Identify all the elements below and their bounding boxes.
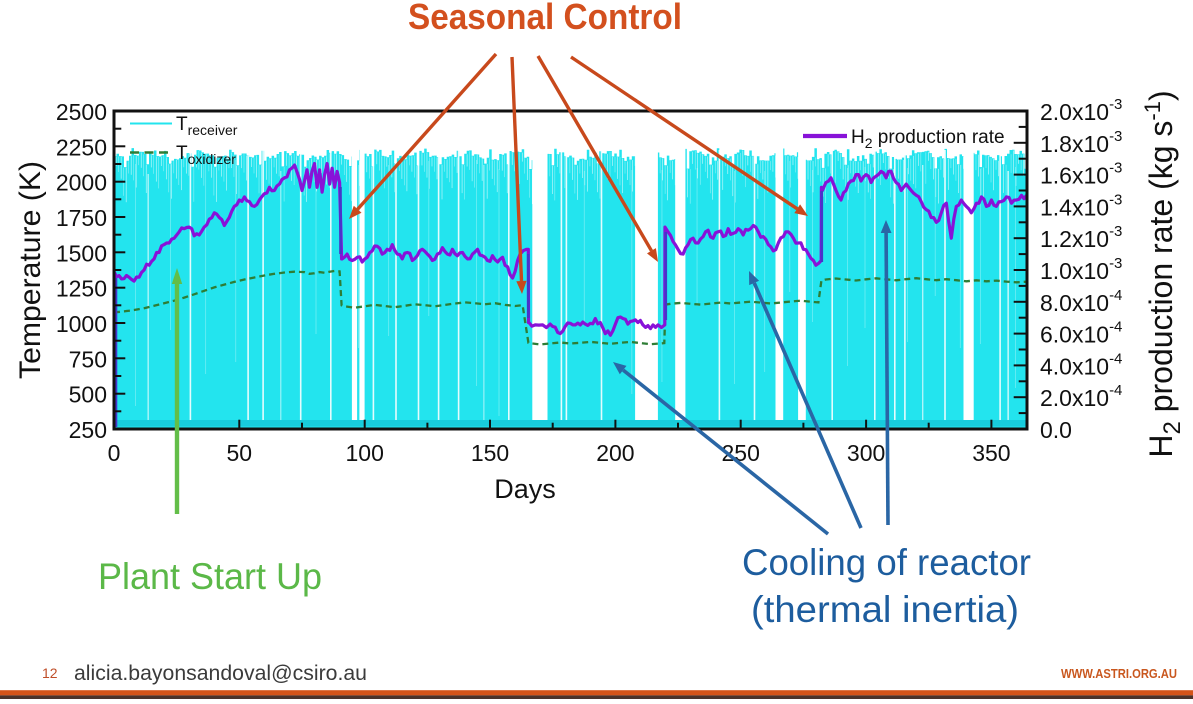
svg-text:1.2x10-3: 1.2x10-3 (1040, 223, 1122, 253)
svg-text:(thermal inertia): (thermal inertia) (751, 589, 1019, 630)
svg-text:Plant Start Up: Plant Start Up (98, 556, 322, 597)
svg-text:2.0x10-4: 2.0x10-4 (1040, 382, 1122, 412)
svg-text:2.0x10-3: 2.0x10-3 (1040, 96, 1122, 126)
svg-text:2000: 2000 (56, 170, 107, 196)
svg-text:Cooling of reactor: Cooling of reactor (742, 542, 1031, 583)
svg-text:2500: 2500 (56, 99, 107, 125)
svg-text:50: 50 (227, 440, 253, 466)
svg-text:100: 100 (346, 440, 384, 466)
svg-text:300: 300 (847, 440, 885, 466)
svg-text:0.0: 0.0 (1040, 417, 1072, 443)
svg-text:1000: 1000 (56, 311, 107, 337)
svg-text:0: 0 (108, 440, 121, 466)
svg-text:H2 production rate (kg s-1): H2 production rate (kg s-1) (1140, 90, 1186, 457)
svg-text:alicia.bayonsandoval@csiro.au: alicia.bayonsandoval@csiro.au (74, 662, 367, 685)
svg-text:Days: Days (494, 474, 556, 504)
svg-text:12: 12 (42, 665, 58, 681)
svg-text:1.0x10-3: 1.0x10-3 (1040, 255, 1122, 285)
svg-text:Seasonal Control: Seasonal Control (408, 0, 682, 37)
svg-text:1250: 1250 (56, 276, 107, 302)
svg-text:WWW.ASTRI.ORG.AU: WWW.ASTRI.ORG.AU (1061, 666, 1177, 681)
svg-text:8.0x10-4: 8.0x10-4 (1040, 286, 1122, 316)
svg-text:350: 350 (972, 440, 1010, 466)
svg-text:150: 150 (471, 440, 509, 466)
svg-text:1500: 1500 (56, 240, 107, 266)
svg-text:Temperature (K): Temperature (K) (14, 161, 47, 379)
svg-text:200: 200 (596, 440, 634, 466)
svg-text:1.4x10-3: 1.4x10-3 (1040, 191, 1122, 221)
svg-text:H2 production rate: H2 production rate (851, 127, 1005, 151)
svg-text:750: 750 (69, 346, 107, 372)
svg-text:1.6x10-3: 1.6x10-3 (1040, 159, 1122, 189)
svg-text:500: 500 (69, 382, 107, 408)
svg-text:2250: 2250 (56, 134, 107, 160)
svg-text:4.0x10-4: 4.0x10-4 (1040, 350, 1122, 380)
svg-text:250: 250 (69, 417, 107, 443)
svg-text:6.0x10-4: 6.0x10-4 (1040, 318, 1122, 348)
svg-text:1750: 1750 (56, 205, 107, 231)
svg-text:1.8x10-3: 1.8x10-3 (1040, 127, 1122, 157)
